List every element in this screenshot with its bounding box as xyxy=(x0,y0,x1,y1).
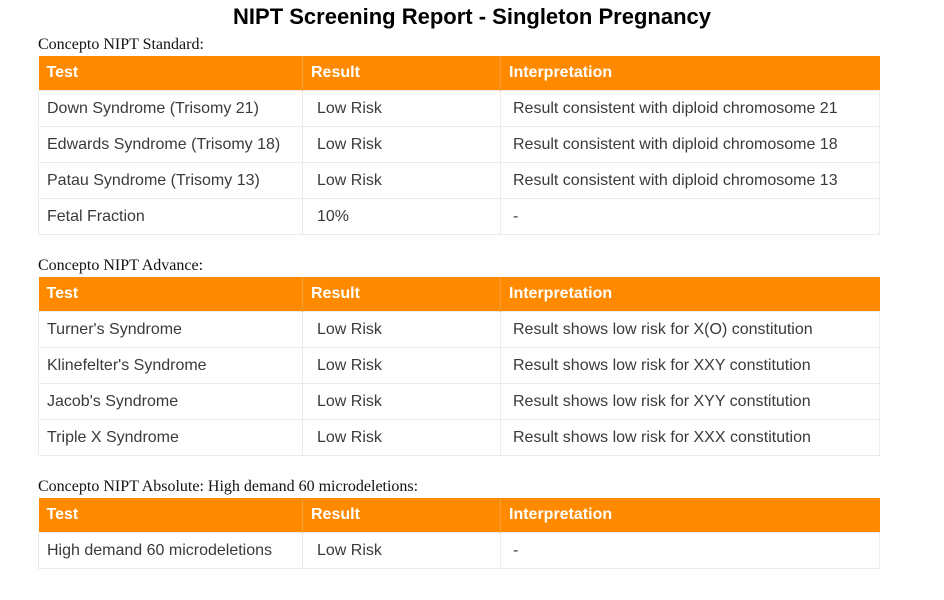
test-result: Low Risk xyxy=(302,532,501,569)
test-interpretation: - xyxy=(500,198,880,235)
test-result: Low Risk xyxy=(302,419,501,456)
test-result: 10% xyxy=(302,198,501,235)
test-result: Low Risk xyxy=(302,126,501,163)
section-heading-absolute: Concepto NIPT Absolute: High demand 60 m… xyxy=(38,478,419,495)
table-row: Jacob's Syndrome Low Risk Result shows l… xyxy=(38,383,880,420)
test-interpretation: Result shows low risk for XYY constituti… xyxy=(500,383,880,420)
column-header-result: Result xyxy=(302,498,501,533)
standard-results-table: Test Result Interpretation Down Syndrome… xyxy=(38,56,880,235)
test-interpretation: - xyxy=(500,532,880,569)
section-heading-standard: Concepto NIPT Standard: xyxy=(38,36,204,53)
test-interpretation: Result consistent with diploid chromosom… xyxy=(500,126,880,163)
test-result: Low Risk xyxy=(302,162,501,199)
test-name: High demand 60 microdeletions xyxy=(38,532,303,569)
test-interpretation: Result shows low risk for X(O) constitut… xyxy=(500,311,880,348)
test-interpretation: Result consistent with diploid chromosom… xyxy=(500,90,880,127)
test-name: Edwards Syndrome (Trisomy 18) xyxy=(38,126,303,163)
absolute-results-table: Test Result Interpretation High demand 6… xyxy=(38,498,880,569)
table-row: High demand 60 microdeletions Low Risk - xyxy=(38,532,880,569)
table-row: Patau Syndrome (Trisomy 13) Low Risk Res… xyxy=(38,162,880,199)
table-header-row: Test Result Interpretation xyxy=(38,277,880,312)
test-result: Low Risk xyxy=(302,90,501,127)
test-result: Low Risk xyxy=(302,311,501,348)
table-header-row: Test Result Interpretation xyxy=(38,56,880,91)
test-name: Triple X Syndrome xyxy=(38,419,303,456)
test-name: Patau Syndrome (Trisomy 13) xyxy=(38,162,303,199)
advance-results-table: Test Result Interpretation Turner's Synd… xyxy=(38,277,880,456)
table-row: Klinefelter's Syndrome Low Risk Result s… xyxy=(38,347,880,384)
column-header-interpretation: Interpretation xyxy=(500,56,880,91)
column-header-test: Test xyxy=(38,498,303,533)
test-name: Fetal Fraction xyxy=(38,198,303,235)
column-header-interpretation: Interpretation xyxy=(500,498,880,533)
test-name: Jacob's Syndrome xyxy=(38,383,303,420)
table-row: Fetal Fraction 10% - xyxy=(38,198,880,235)
table-row: Down Syndrome (Trisomy 21) Low Risk Resu… xyxy=(38,90,880,127)
test-result: Low Risk xyxy=(302,383,501,420)
test-interpretation: Result shows low risk for XXX constituti… xyxy=(500,419,880,456)
table-row: Turner's Syndrome Low Risk Result shows … xyxy=(38,311,880,348)
test-interpretation: Result shows low risk for XXY constituti… xyxy=(500,347,880,384)
test-result: Low Risk xyxy=(302,347,501,384)
test-name: Down Syndrome (Trisomy 21) xyxy=(38,90,303,127)
test-interpretation: Result consistent with diploid chromosom… xyxy=(500,162,880,199)
column-header-test: Test xyxy=(38,277,303,312)
column-header-result: Result xyxy=(302,277,501,312)
column-header-interpretation: Interpretation xyxy=(500,277,880,312)
column-header-test: Test xyxy=(38,56,303,91)
table-header-row: Test Result Interpretation xyxy=(38,498,880,533)
section-heading-advance: Concepto NIPT Advance: xyxy=(38,257,204,274)
test-name: Klinefelter's Syndrome xyxy=(38,347,303,384)
page-title: NIPT Screening Report - Singleton Pregna… xyxy=(233,4,711,29)
column-header-result: Result xyxy=(302,56,501,91)
test-name: Turner's Syndrome xyxy=(38,311,303,348)
table-row: Edwards Syndrome (Trisomy 18) Low Risk R… xyxy=(38,126,880,163)
table-row: Triple X Syndrome Low Risk Result shows … xyxy=(38,419,880,456)
